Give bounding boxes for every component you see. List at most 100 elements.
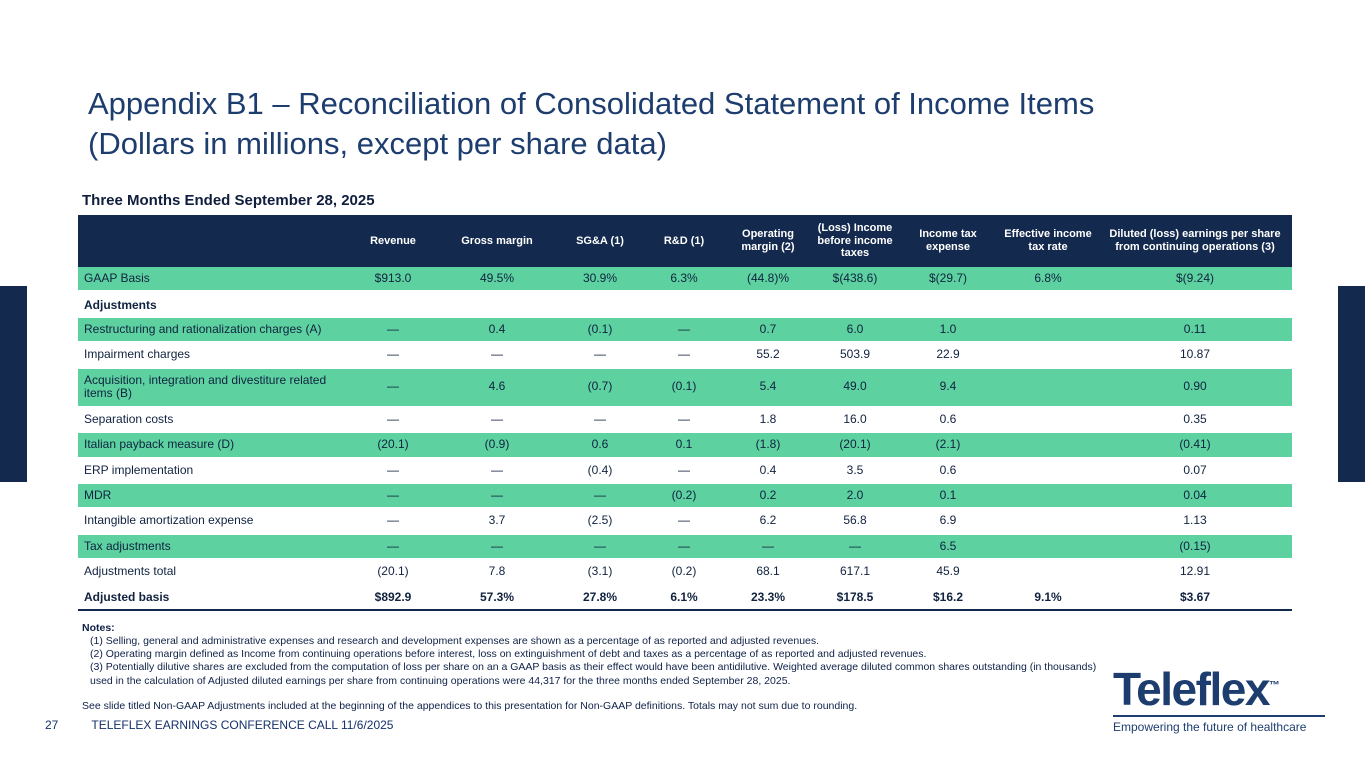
table-row: Acquisition, integration and divestiture…	[78, 367, 1292, 407]
table-cell: 1.0	[898, 316, 998, 343]
column-header-empty	[78, 215, 348, 267]
table-cell: $(438.6)	[812, 267, 898, 292]
table-cell: 23.3%	[724, 584, 812, 612]
notes-heading: Notes:	[82, 622, 115, 634]
table-row: Intangible amortization expense — 3.7 (2.5)…	[78, 508, 1292, 534]
table-cell: 0.6	[939, 462, 957, 477]
table-cell: $3.67	[1098, 584, 1292, 612]
table-cell: (20.1)	[812, 432, 898, 458]
table-cell: 6.2	[759, 513, 777, 528]
table-cell: 9.1%	[998, 584, 1098, 612]
column-header: Revenue	[348, 215, 438, 267]
table-cell: —	[491, 462, 503, 477]
table-cell: 5.4	[724, 367, 812, 407]
table-cell: 503.9	[839, 347, 871, 362]
table-row: Separation costs — — — — 1.8 16.0 0.6 0.35	[78, 407, 1292, 433]
table-cell: 0.11	[1098, 316, 1292, 343]
page-title-line1: Appendix B1 – Reconciliation of Consolid…	[88, 86, 1095, 121]
table-cell: —	[348, 482, 438, 509]
row-label: Tax adjustments	[78, 533, 348, 560]
table-cell: 6.9	[939, 513, 957, 528]
table-cell: 12.91	[1179, 564, 1211, 579]
table-cell	[998, 342, 1098, 367]
table-cell: —	[491, 411, 503, 426]
table-cell: —	[812, 533, 898, 560]
table-cell: 0.07	[1183, 462, 1207, 477]
teleflex-logo: Teleflex™ Empowering the future of healt…	[1113, 666, 1325, 734]
row-label: Italian payback measure (D)	[78, 432, 348, 458]
table-cell: 6.8%	[998, 267, 1098, 292]
row-label: Impairment charges	[84, 347, 191, 362]
note-item: (3) Potentially dilutive shares are excl…	[90, 661, 1097, 687]
row-label: Acquisition, integration and divestiture…	[78, 367, 348, 407]
table-cell: —	[387, 462, 399, 477]
table-cell: —	[594, 347, 606, 362]
table-cell: —	[678, 347, 690, 362]
table-cell: 0.04	[1098, 482, 1292, 509]
table-cell: (0.2)	[644, 482, 724, 509]
table-cell: (20.1)	[348, 432, 438, 458]
table-cell	[998, 482, 1098, 509]
table-cell: —	[644, 533, 724, 560]
teleflex-wordmark: Teleflex™	[1113, 666, 1325, 712]
table-row: Adjustments total (20.1) 7.8 (3.1) (0.2) 68.1…	[78, 559, 1292, 585]
logo-divider	[1113, 715, 1325, 717]
table-cell: 55.2	[756, 347, 780, 362]
table-cell: (0.7)	[556, 367, 644, 407]
table-cell: $(9.24)	[1098, 267, 1292, 292]
table-cell: $16.2	[898, 584, 998, 612]
column-header: Gross margin	[438, 215, 556, 267]
table-cell: 0.2	[724, 482, 812, 509]
right-accent-bar	[1338, 286, 1365, 482]
table-cell: 0.1	[898, 482, 998, 509]
column-header: R&D (1)	[644, 215, 724, 267]
table-cell: —	[678, 513, 690, 528]
table-cell: 68.1	[756, 564, 780, 579]
table-cell: 16.0	[843, 411, 867, 426]
table-cell: —	[644, 316, 724, 343]
table-cell: (20.1)	[377, 564, 409, 579]
table-cell: 0.90	[1098, 367, 1292, 407]
column-header: Operating margin (2)	[724, 215, 812, 267]
column-header: Effective income tax rate	[998, 215, 1098, 267]
table-cell: —	[387, 513, 399, 528]
table-cell: 10.87	[1179, 347, 1211, 362]
table-row: Adjusted basis $892.9 57.3% 27.8% 6.1% 23.3% $…	[78, 584, 1292, 612]
table-cell: 7.8	[488, 564, 506, 579]
column-header: (Loss) Income before income taxes	[812, 215, 898, 267]
table-cell: —	[556, 533, 644, 560]
table-cell: $892.9	[348, 584, 438, 612]
table-cell	[998, 432, 1098, 458]
page-title: Appendix B1 – Reconciliation of Consolid…	[88, 84, 1268, 163]
table-header-row: Revenue Gross margin SG&A (1) R&D (1) Operat…	[78, 215, 1292, 267]
row-label: GAAP Basis	[78, 267, 348, 292]
note-item: (2) Operating margin defined as Income f…	[90, 648, 927, 661]
table-cell: (2.1)	[898, 432, 998, 458]
table-cell: $178.5	[812, 584, 898, 612]
table-cell: 6.1%	[644, 584, 724, 612]
table-cell: (0.15)	[1098, 533, 1292, 560]
table-cell: 9.4	[898, 367, 998, 407]
table-cell: 617.1	[839, 564, 871, 579]
table-cell: (0.41)	[1098, 432, 1292, 458]
column-header: Income tax expense	[898, 215, 998, 267]
table-cell: (0.4)	[587, 462, 613, 477]
table-cell: (0.1)	[556, 316, 644, 343]
table-cell: 2.0	[812, 482, 898, 509]
table-cell: —	[438, 533, 556, 560]
table-cell: 45.9	[936, 564, 960, 579]
table-cell	[998, 533, 1098, 560]
table-body: GAAP Basis $913.0 49.5% 30.9% 6.3% (44.8)% $(4…	[78, 267, 1292, 612]
reconciliation-table-area: Three Months Ended September 28, 2025 Re…	[78, 192, 1292, 612]
logo-brand-text: Teleflex	[1113, 663, 1270, 715]
note-item: (1) Selling, general and administrative …	[90, 635, 820, 648]
table-cell	[1098, 291, 1292, 316]
table-cell: $(29.7)	[898, 267, 998, 292]
row-label: MDR	[78, 482, 348, 509]
table-row: MDR — — — (0.2) 0.2 2.0 0.1 0.04	[78, 482, 1292, 509]
table-cell: —	[491, 347, 503, 362]
table-row: Adjustments	[78, 291, 1292, 317]
table-cell: 0.7	[724, 316, 812, 343]
table-cell	[724, 291, 812, 316]
table-cell: 6.3%	[644, 267, 724, 292]
